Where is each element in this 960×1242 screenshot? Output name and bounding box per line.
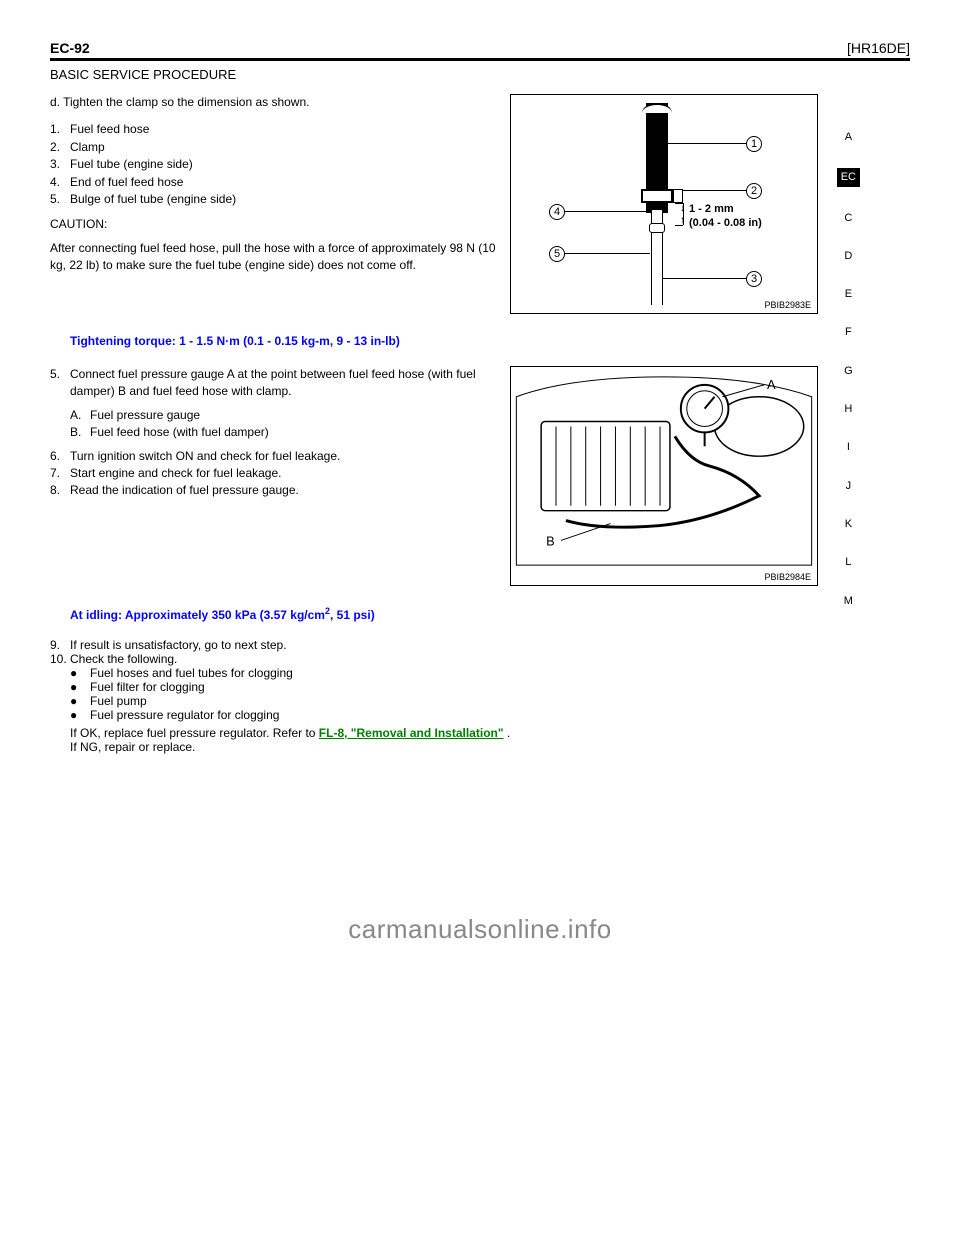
step-text: Read the indication of fuel pressure gau… bbox=[70, 482, 500, 499]
step-num: 5. bbox=[50, 366, 70, 401]
dim-2: (0.04 - 0.08 in) bbox=[689, 217, 762, 229]
torque-spec: Tightening torque: 1 - 1.5 N·m (0.1 - 0.… bbox=[70, 334, 400, 348]
figure-2: A B PBIB2984E bbox=[510, 366, 818, 586]
step-text: Connect fuel pressure gauge A at the poi… bbox=[70, 366, 500, 401]
figure-caption: PBIB2984E bbox=[764, 572, 811, 582]
step-num: 7. bbox=[50, 465, 70, 482]
check-item: Fuel hoses and fuel tubes for clogging bbox=[90, 666, 820, 680]
fig2-label-a: A bbox=[767, 377, 776, 392]
watermark: carmanualsonline.info bbox=[50, 914, 910, 945]
callout-2: 2 bbox=[746, 183, 762, 199]
bullet: ● bbox=[70, 680, 90, 694]
legend-n: 4. bbox=[50, 174, 70, 191]
page-number: EC-92 bbox=[50, 40, 90, 56]
bullet: ● bbox=[70, 694, 90, 708]
cross-ref-link[interactable]: FL-8, "Removal and Installation" bbox=[319, 726, 504, 740]
tab-c: C bbox=[837, 211, 860, 225]
step-text: If result is unsatisfactory, go to next … bbox=[70, 638, 820, 652]
bullet: ● bbox=[70, 666, 90, 680]
step-d: d. Tighten the clamp so the dimension as… bbox=[50, 94, 500, 111]
check-item: Fuel pressure regulator for clogging bbox=[90, 708, 820, 722]
legend-n: 5. bbox=[50, 191, 70, 208]
footnote-ok: If OK, replace fuel pressure regulator. … bbox=[50, 726, 820, 740]
tab-a: A bbox=[837, 130, 860, 144]
step-text: Turn ignition switch ON and check for fu… bbox=[70, 448, 500, 465]
step-text: Check the following. bbox=[70, 652, 820, 666]
figure-1: 1 2 3 4 5 ↓ ↑ 1 - 2 mm bbox=[510, 94, 818, 314]
legend-t: Fuel pressure gauge bbox=[90, 407, 500, 424]
step-num: 10. bbox=[50, 652, 70, 666]
figure-caption: PBIB2983E bbox=[764, 300, 811, 310]
callout-3: 3 bbox=[746, 271, 762, 287]
model-tag: [HR16DE] bbox=[847, 40, 910, 56]
dim-1: 1 - 2 mm bbox=[689, 203, 734, 215]
step-num: 6. bbox=[50, 448, 70, 465]
legend-t: Fuel feed hose bbox=[70, 121, 500, 138]
check-item: Fuel filter for clogging bbox=[90, 680, 820, 694]
breadcrumb: BASIC SERVICE PROCEDURE bbox=[50, 67, 910, 82]
horizontal-rule bbox=[50, 58, 910, 61]
legend-n: 2. bbox=[50, 139, 70, 156]
legend-t: Bulge of fuel tube (engine side) bbox=[70, 191, 500, 208]
footnote-ng: If NG, repair or replace. bbox=[50, 740, 820, 754]
tab-ec: EC bbox=[837, 168, 860, 186]
legend-t: End of fuel feed hose bbox=[70, 174, 500, 191]
step-num: 9. bbox=[50, 638, 70, 652]
tab-e: E bbox=[837, 287, 860, 301]
tab-h: H bbox=[837, 402, 860, 416]
bullet: ● bbox=[70, 708, 90, 722]
legend-n: B. bbox=[70, 424, 90, 441]
tab-k: K bbox=[837, 517, 860, 531]
tab-f: F bbox=[837, 325, 860, 339]
caution-line: CAUTION: bbox=[50, 216, 500, 233]
fig2-label-b: B bbox=[546, 533, 555, 548]
caution-text: After connecting fuel feed hose, pull th… bbox=[50, 240, 500, 275]
idling-spec: At idling: Approximately 350 kPa (3.57 k… bbox=[70, 608, 375, 622]
side-tabs: A EC C D E F G H I J K L M bbox=[837, 130, 860, 608]
tab-l: L bbox=[837, 555, 860, 569]
check-item: Fuel pump bbox=[90, 694, 820, 708]
legend-n: 1. bbox=[50, 121, 70, 138]
tab-g: G bbox=[837, 364, 860, 378]
legend-t: Fuel feed hose (with fuel damper) bbox=[90, 424, 500, 441]
step-num: 8. bbox=[50, 482, 70, 499]
tab-m: M bbox=[837, 594, 860, 608]
tab-j: J bbox=[837, 479, 860, 493]
step-text: Start engine and check for fuel leakage. bbox=[70, 465, 500, 482]
tab-i: I bbox=[837, 440, 860, 454]
legend-t: Clamp bbox=[70, 139, 500, 156]
legend-n: 3. bbox=[50, 156, 70, 173]
callout-5: 5 bbox=[549, 246, 565, 262]
legend-n: A. bbox=[70, 407, 90, 424]
legend-t: Fuel tube (engine side) bbox=[70, 156, 500, 173]
tab-d: D bbox=[837, 249, 860, 263]
callout-4: 4 bbox=[549, 204, 565, 220]
callout-1: 1 bbox=[746, 136, 762, 152]
